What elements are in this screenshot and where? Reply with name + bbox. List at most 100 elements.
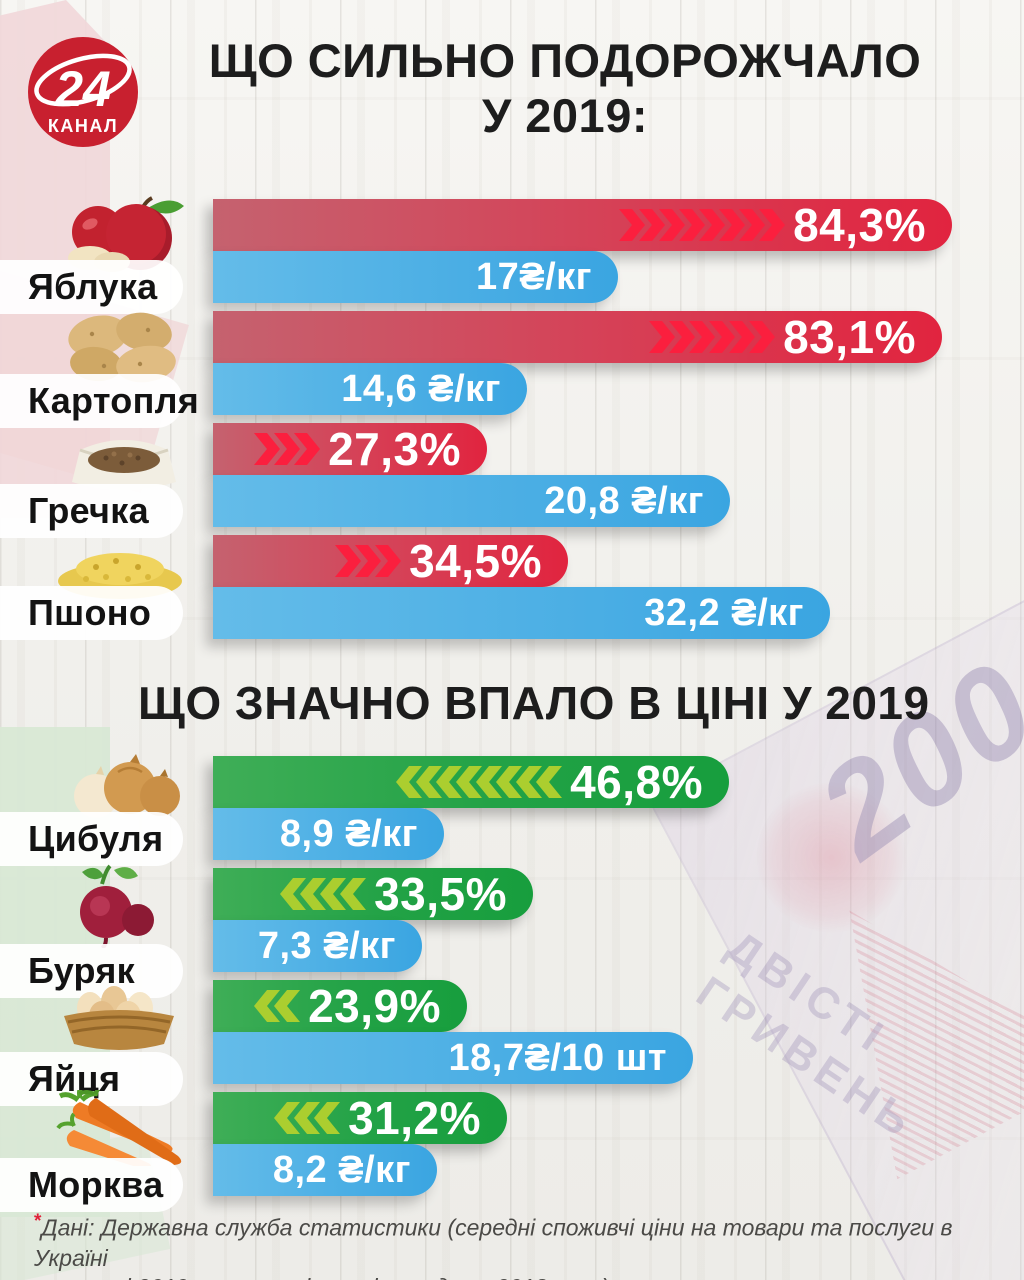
- right-chevron-icon: [659, 209, 686, 241]
- bar-row-carrots: 31,2% 8,2 ₴/кг: [213, 1092, 729, 1196]
- right-chevron-icon: [355, 545, 382, 577]
- percent-bar-millet: 34,5%: [213, 535, 568, 587]
- price-value-buckwheat: 20,8 ₴/кг: [544, 479, 704, 522]
- chevrons-millet: [335, 545, 402, 577]
- price-value-millet: 32,2 ₴/кг: [644, 591, 804, 634]
- left-chevron-icon: [280, 878, 307, 910]
- chevrons-eggs: [254, 990, 301, 1022]
- percent-value-buckwheat: 27,3%: [328, 423, 461, 475]
- chevrons-onion: [396, 766, 563, 798]
- bar-row-beet: 33,5% 7,3 ₴/кг: [213, 868, 729, 972]
- potatoes-image: [52, 306, 192, 389]
- left-chevron-icon: [254, 990, 281, 1022]
- eggs-image: [52, 982, 186, 1061]
- percent-bar-eggs: 23,9%: [213, 980, 467, 1032]
- chevrons-beet: [280, 878, 367, 910]
- price-bar-potatoes: 14,6 ₴/кг: [213, 363, 527, 415]
- left-chevron-icon: [456, 766, 483, 798]
- bar-row-apples: 84,3% 17₴/кг: [213, 199, 952, 303]
- left-chevron-icon: [294, 1102, 321, 1134]
- left-chevron-icon: [274, 990, 301, 1022]
- price-bar-onion: 8,9 ₴/кг: [213, 808, 444, 860]
- left-chevron-icon: [516, 766, 543, 798]
- title-increase-section: ЩО СИЛЬНО ПОДОРОЖЧАЛО У 2019:: [150, 34, 980, 144]
- product-label-carrots: Морква: [0, 1158, 183, 1212]
- left-chevron-icon: [496, 766, 523, 798]
- price-value-onion: 8,9 ₴/кг: [279, 812, 418, 855]
- footnote-text-line2: у вересні 2019 року у порівнянні з грудн…: [34, 1273, 964, 1280]
- percent-value-carrots: 31,2%: [348, 1092, 481, 1144]
- price-bar-apples: 17₴/кг: [213, 251, 618, 303]
- product-label-buckwheat: Гречка: [0, 484, 183, 538]
- left-chevron-icon: [416, 766, 443, 798]
- percent-value-millet: 34,5%: [409, 535, 542, 587]
- bar-row-onion: 46,8% 8,9 ₴/кг: [213, 756, 729, 860]
- footnote-text-line1: Дані: Державна служба статистики (середн…: [34, 1214, 953, 1271]
- price-bar-buckwheat: 20,8 ₴/кг: [213, 475, 730, 527]
- percent-value-apples: 84,3%: [793, 199, 926, 251]
- chevrons-buckwheat: [254, 433, 321, 465]
- logo-channel-word: КАНАЛ: [48, 116, 118, 136]
- product-label-potatoes: Картопля: [0, 374, 199, 428]
- chevrons-apples: [619, 209, 786, 241]
- price-value-carrots: 8,2 ₴/кг: [272, 1148, 411, 1191]
- logo-swoosh: [34, 53, 132, 107]
- price-value-apples: 17₴/кг: [475, 255, 592, 298]
- right-chevron-icon: [709, 321, 736, 353]
- product-label-eggs: Яйця: [0, 1052, 183, 1106]
- percent-bar-potatoes: 83,1%: [213, 311, 942, 363]
- left-chevron-icon: [340, 878, 367, 910]
- buckwheat-image: [66, 430, 182, 501]
- right-chevron-icon: [294, 433, 321, 465]
- right-chevron-icon: [619, 209, 646, 241]
- price-bar-beet: 7,3 ₴/кг: [213, 920, 422, 972]
- price-value-eggs: 18,7₴/10 шт: [448, 1036, 667, 1079]
- right-chevron-icon: [639, 209, 666, 241]
- right-chevron-icon: [689, 321, 716, 353]
- right-chevron-icon: [679, 209, 706, 241]
- price-bar-carrots: 8,2 ₴/кг: [213, 1144, 437, 1196]
- bar-row-buckwheat: 27,3% 20,8 ₴/кг: [213, 423, 952, 527]
- title-decrease-section: ЩО ЗНАЧНО ВПАЛО В ЦІНІ У 2019: [138, 677, 930, 729]
- left-chevron-icon: [320, 878, 347, 910]
- bar-row-eggs: 23,9% 18,7₴/10 шт: [213, 980, 729, 1084]
- chevrons-potatoes: [649, 321, 776, 353]
- onion-image: [58, 752, 182, 827]
- percent-bar-apples: 84,3%: [213, 199, 952, 251]
- right-chevron-icon: [254, 433, 281, 465]
- logo-circle: [28, 37, 138, 147]
- beet-image: [52, 864, 164, 953]
- percent-value-beet: 33,5%: [374, 868, 507, 920]
- percent-value-potatoes: 83,1%: [783, 311, 916, 363]
- percent-bar-onion: 46,8%: [213, 756, 729, 808]
- price-bar-millet: 32,2 ₴/кг: [213, 587, 830, 639]
- title-increase-line2: У 2019:: [481, 88, 648, 142]
- right-chevron-icon: [669, 321, 696, 353]
- title-increase-line1: ЩО СИЛЬНО ПОДОРОЖЧАЛО: [208, 34, 922, 87]
- right-chevron-icon: [649, 321, 676, 353]
- footnote: *Дані: Державна служба статистики (серед…: [34, 1210, 964, 1280]
- percent-bar-carrots: 31,2%: [213, 1092, 507, 1144]
- percent-value-eggs: 23,9%: [308, 980, 441, 1032]
- left-chevron-icon: [396, 766, 423, 798]
- left-chevron-icon: [436, 766, 463, 798]
- percent-bar-buckwheat: 27,3%: [213, 423, 487, 475]
- increase-bars-group: 84,3% 17₴/кг 83,1% 14,6 ₴/кг 27,3% 20,8 ₴/кг 3…: [213, 199, 952, 647]
- logo-number: 24: [54, 61, 111, 117]
- bar-row-potatoes: 83,1% 14,6 ₴/кг: [213, 311, 952, 415]
- product-label-onion: Цибуля: [0, 812, 183, 866]
- right-chevron-icon: [699, 209, 726, 241]
- right-chevron-icon: [335, 545, 362, 577]
- channel-24-logo: 24 КАНАЛ: [24, 28, 142, 156]
- left-chevron-icon: [314, 1102, 341, 1134]
- left-chevron-icon: [300, 878, 327, 910]
- percent-value-onion: 46,8%: [570, 756, 703, 808]
- decrease-bars-group: 46,8% 8,9 ₴/кг 33,5% 7,3 ₴/кг 23,9% 18,7₴/10 …: [213, 756, 729, 1204]
- right-chevron-icon: [759, 209, 786, 241]
- left-chevron-icon: [274, 1102, 301, 1134]
- right-chevron-icon: [274, 433, 301, 465]
- bar-row-millet: 34,5% 32,2 ₴/кг: [213, 535, 952, 639]
- left-chevron-icon: [476, 766, 503, 798]
- left-chevron-icon: [536, 766, 563, 798]
